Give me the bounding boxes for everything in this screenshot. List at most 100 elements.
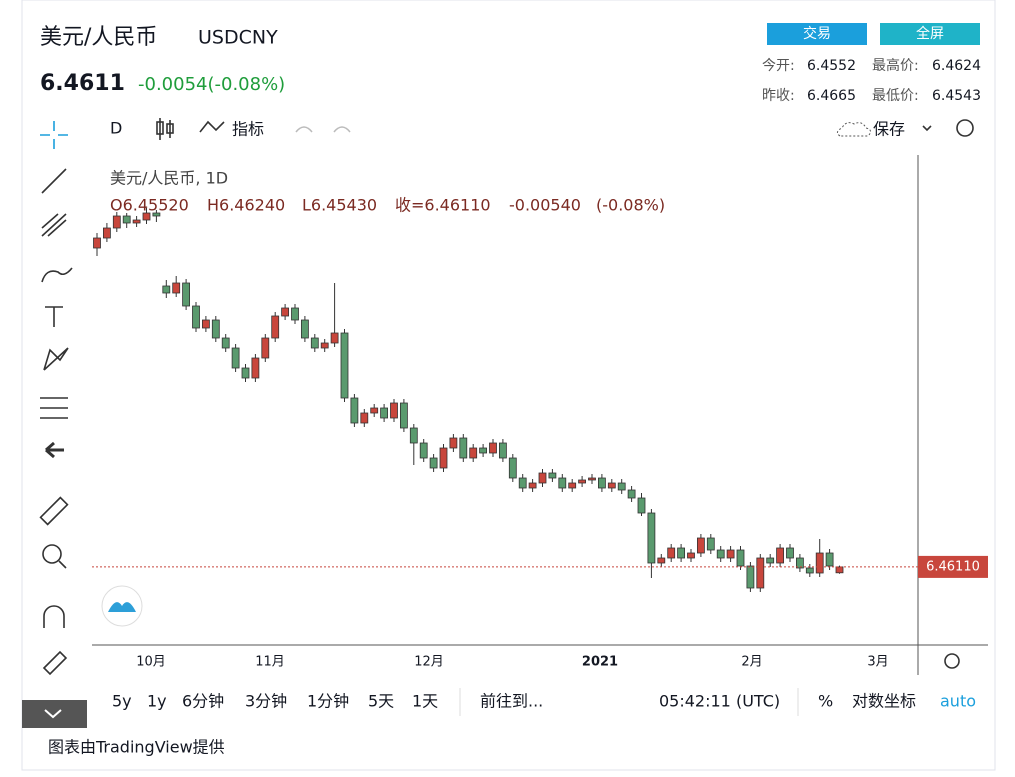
candle-body [637, 497, 646, 514]
trade-button-label[interactable]: 交易 [803, 25, 831, 42]
candle-body [528, 482, 537, 489]
range-button[interactable]: 5y [112, 692, 132, 711]
candle-body [469, 447, 478, 459]
candle-body [657, 557, 666, 564]
fullscreen-button[interactable] [880, 23, 980, 45]
stat-label: 昨收: [762, 88, 795, 104]
collapse-icon[interactable] [44, 709, 62, 719]
candle-body [479, 447, 488, 454]
symbol: USDCNY [198, 27, 278, 49]
goto-button[interactable]: 前往到... [480, 692, 543, 711]
candle-body [182, 282, 191, 307]
candle-body [211, 319, 220, 339]
logo [108, 602, 136, 612]
range-button[interactable]: 6分钟 [182, 692, 224, 711]
candle-body [409, 427, 418, 444]
candle-body [667, 547, 676, 559]
candle-body [687, 552, 695, 559]
range-button[interactable]: 1分钟 [307, 692, 349, 711]
candle-body [578, 479, 586, 484]
candle-body [746, 565, 755, 589]
range-button[interactable]: 1y [147, 692, 167, 711]
candle-body [221, 337, 230, 349]
trade-button[interactable] [767, 23, 867, 45]
frame [21, 0, 996, 771]
settings-icon[interactable] [956, 119, 974, 137]
log-button[interactable]: 对数坐标 [852, 692, 916, 711]
candle-body [736, 549, 745, 567]
range-button[interactable]: 3分钟 [245, 692, 287, 711]
candle-body [706, 537, 715, 551]
candle-body [231, 347, 240, 369]
ohlc-change-pct: (-0.08%) [596, 196, 665, 215]
auto-button[interactable]: auto [940, 692, 976, 711]
ohlc-low: L6.45430 [302, 196, 377, 215]
change: -0.0054(-0.08%) [138, 74, 285, 95]
range-button[interactable]: 1天 [412, 692, 438, 711]
undo-redo[interactable] [295, 126, 351, 133]
candle-body [300, 319, 309, 339]
fullscreen-button-label[interactable]: 全屏 [916, 25, 944, 42]
footer: 图表由TradingView提供 [48, 738, 225, 757]
candle-body [93, 237, 101, 249]
candle-body [330, 332, 339, 344]
range-button[interactable]: 5天 [368, 692, 394, 711]
scale-settings[interactable] [944, 653, 960, 669]
candle-body [786, 547, 794, 559]
stat-label: 最低价: [872, 88, 919, 104]
ohlc-legend: O6.45520 H6.46240 L6.45430 收=6.46110 -0.… [110, 196, 665, 215]
candle-body [508, 457, 517, 479]
series-legend: 美元/人民币, 1D [110, 169, 228, 188]
candle-body [796, 557, 804, 569]
candle-body [548, 472, 557, 479]
candle-body [103, 227, 111, 239]
cloud-icon[interactable] [836, 122, 872, 137]
indicator-icon[interactable] [199, 120, 225, 133]
candle-body [370, 407, 379, 414]
candle-body [201, 319, 210, 329]
candle-body [132, 219, 141, 224]
ohlc-close: 收=6.46110 [395, 196, 491, 215]
percent-button[interactable]: % [818, 692, 833, 711]
candle-body [419, 442, 428, 459]
candle-body [588, 477, 596, 481]
plot: 6.46110 10月 11月 12月 2021 2月 3月 [92, 208, 988, 670]
candle-body [310, 337, 319, 349]
candle-body [429, 457, 438, 469]
stat-value: 6.4665 [807, 88, 856, 104]
last-price-tag [918, 555, 988, 578]
drawing-toolbar [39, 121, 73, 676]
interval-button[interactable]: D [110, 119, 122, 138]
candle-body [825, 552, 834, 567]
candle-body [766, 557, 775, 564]
candle-body [449, 437, 458, 449]
price: 6.4611 [40, 71, 125, 96]
candle-body [142, 212, 151, 221]
stat-value: 6.4543 [932, 88, 981, 104]
candle-body [697, 537, 705, 554]
collapse-button[interactable] [22, 700, 87, 728]
candle-body [251, 357, 260, 379]
save-dropdown[interactable] [922, 125, 932, 132]
candle-body [320, 342, 329, 349]
clock: 05:42:11 (UTC) [659, 692, 780, 711]
x-tick-label: 2021 [582, 655, 618, 670]
save-button[interactable]: 保存 [873, 120, 905, 139]
x-tick-label: 10月 [136, 655, 166, 670]
candle-type-icon[interactable] [156, 118, 174, 140]
candle-body [627, 489, 636, 499]
candle-body [340, 332, 349, 399]
stat-value: 6.4624 [932, 58, 981, 74]
candle-body [726, 549, 735, 559]
candle-body [518, 477, 527, 489]
candle-body [291, 307, 299, 321]
candle-body [380, 407, 389, 419]
candle-body [261, 337, 270, 359]
indicator-button[interactable]: 指标 [232, 120, 264, 139]
candle-body [756, 557, 765, 589]
candle-body [162, 285, 171, 294]
candle-body [399, 402, 408, 429]
candle-body [350, 397, 359, 424]
candle-body [241, 367, 250, 379]
